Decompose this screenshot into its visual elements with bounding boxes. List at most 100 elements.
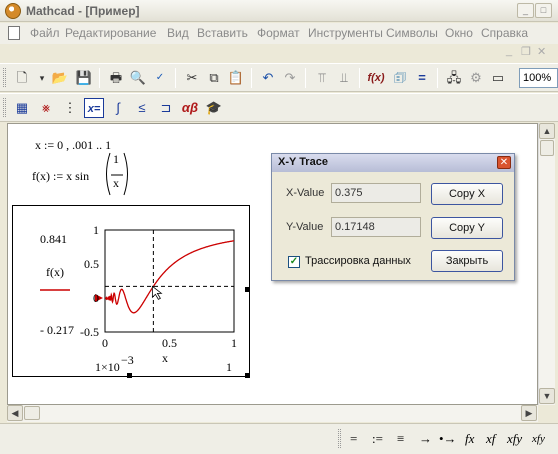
dialog-close-icon[interactable]: ✕ — [497, 156, 511, 169]
evaluate-operator-button[interactable]: = — [350, 431, 358, 446]
y-value-field[interactable]: 0.17148 — [331, 217, 421, 237]
x-value-label: X-Value — [286, 187, 325, 199]
dialog-title-bar[interactable]: X-Y Trace ✕ — [272, 154, 514, 172]
programming-toolbar-icon[interactable]: ⊐ — [160, 100, 172, 115]
menu-symbols[interactable]: Символы — [386, 26, 438, 40]
range-definition[interactable]: x := 0 , .001 .. 1 — [35, 138, 112, 152]
vertical-scrollbar[interactable]: ▲ ▼ — [538, 123, 555, 405]
vertical-scroll-thumb[interactable] — [540, 140, 554, 156]
toolbar-grip[interactable] — [3, 98, 6, 117]
menu-tools[interactable]: Инструменты — [308, 26, 383, 40]
symbolic-evaluate-operator-button[interactable]: → — [419, 431, 432, 446]
document-icon[interactable] — [8, 26, 20, 40]
x-max-label: 1 — [226, 360, 232, 374]
horizontal-scrollbar[interactable]: ◀ ▶ — [7, 405, 538, 422]
calculus-toolbar-icon[interactable]: ∫ — [116, 100, 120, 115]
copy-y-button[interactable]: Copy Y — [431, 217, 503, 239]
calculate-icon[interactable]: = — [418, 70, 426, 85]
postfix-operator-button[interactable]: xf — [486, 431, 496, 446]
mouse-pointer-icon — [151, 285, 163, 300]
y-axis-variable: f(x) — [46, 265, 64, 279]
standard-toolbar: 🗋 ▾ 📂 💾 🖶 🔍 ✓ ✂ ⧉ 📋 ↶ ↷ ⫪ ⫫ f(x) 🗊 = 🖧 ⚙… — [0, 63, 558, 92]
x-min-label: 1×10 — [95, 360, 120, 374]
greek-toolbar-icon[interactable]: αβ — [181, 100, 199, 115]
menu-edit[interactable]: Редактирование — [65, 26, 157, 40]
save-icon[interactable]: 💾 — [75, 70, 93, 85]
y-max-label: 0.841 — [40, 232, 67, 246]
scroll-left-icon[interactable]: ◀ — [7, 405, 23, 421]
align-down-icon[interactable]: ⫫ — [340, 70, 348, 85]
insert-function-icon[interactable]: f(x) — [367, 72, 385, 84]
scroll-down-icon[interactable]: ▼ — [539, 388, 555, 404]
infix-operator-button[interactable]: xfy — [507, 431, 523, 446]
menu-window[interactable]: Окно — [445, 26, 473, 40]
menu-format[interactable]: Формат — [257, 26, 300, 40]
plot-resize-handle[interactable] — [245, 373, 250, 378]
run-script-icon[interactable]: ⚙ — [470, 70, 482, 85]
boolean-toolbar-icon[interactable]: ≤ — [138, 100, 146, 115]
trace-data-checkbox[interactable]: ✓ — [288, 256, 300, 268]
evaluation-bar: = := ≡ → •→ fx xf xfy xfy — [0, 423, 558, 454]
calculator-toolbar-icon[interactable]: ▦ — [15, 100, 29, 115]
x-tick-label: 0.5 — [162, 336, 177, 350]
toolbar-grip[interactable] — [338, 429, 341, 448]
open-folder-icon[interactable]: 📂 — [51, 70, 69, 85]
y-value-label: Y-Value — [286, 221, 324, 233]
align-across-icon[interactable]: ⫪ — [318, 70, 326, 85]
close-dialog-button[interactable]: Закрыть — [431, 250, 503, 272]
cut-icon[interactable]: ✂ — [186, 70, 198, 85]
redo-icon[interactable]: ↷ — [284, 70, 296, 85]
x-tick-label: 0 — [102, 336, 108, 350]
definition-operator-button[interactable]: := — [372, 431, 383, 446]
menu-view[interactable]: Вид — [167, 26, 189, 40]
function-paren-svg — [106, 152, 128, 196]
undo-icon[interactable]: ↶ — [262, 70, 274, 85]
matrix-toolbar-icon[interactable]: ⋮ — [63, 100, 77, 115]
treefix-operator-button[interactable]: xfy — [532, 433, 545, 445]
copy-icon[interactable]: ⧉ — [209, 70, 219, 85]
paste-icon[interactable]: 📋 — [227, 70, 245, 85]
x-value-field[interactable]: 0.375 — [331, 183, 421, 203]
new-document-icon[interactable]: 🗋 — [16, 70, 28, 85]
x-axis-variable: x — [162, 351, 168, 365]
dropdown-arrow-icon[interactable]: ▾ — [39, 73, 45, 83]
minimize-button[interactable]: _ — [517, 3, 534, 18]
plot-resize-handle[interactable] — [245, 287, 250, 292]
mdi-restore-button[interactable]: ❐ — [521, 46, 531, 58]
print-icon[interactable]: 🖶 — [109, 70, 123, 85]
resource-center-icon[interactable]: ▭ — [491, 70, 505, 85]
graph-toolbar-icon[interactable]: ⨳ — [41, 100, 51, 115]
scroll-up-icon[interactable]: ▲ — [539, 123, 555, 139]
horizontal-scroll-thumb[interactable] — [24, 406, 40, 420]
spell-check-icon[interactable]: ✓ — [155, 72, 165, 83]
plot-resize-handle[interactable] — [127, 373, 132, 378]
toolbar-separator — [305, 68, 306, 88]
mathcad-logo-icon — [5, 3, 21, 19]
y-tick-label: 1 — [93, 223, 99, 237]
menu-help[interactable]: Справка — [481, 26, 529, 40]
maximize-button[interactable]: □ — [535, 3, 552, 18]
symbolic-keyword-operator-button[interactable]: •→ — [439, 431, 457, 446]
prefix-operator-button[interactable]: fx — [465, 431, 475, 446]
symbolic-toolbar-icon[interactable]: 🎓 — [205, 100, 223, 115]
copy-x-button[interactable]: Copy X — [431, 183, 503, 205]
evaluation-toolbar-icon[interactable]: x= — [84, 98, 104, 118]
print-preview-icon[interactable]: 🔍 — [129, 70, 147, 85]
function-definition[interactable]: f(x) := x sin — [32, 169, 90, 183]
insert-unit-icon[interactable]: 🗊 — [393, 70, 407, 85]
origin-oscillation-mark — [95, 294, 103, 302]
global-definition-operator-button[interactable]: ≡ — [397, 431, 405, 446]
y-tick-label: 0 — [93, 291, 99, 305]
mdi-minimize-button[interactable]: _ — [506, 45, 513, 57]
menu-bar: Файл Редактирование Вид Вставить Формат … — [0, 23, 558, 58]
toolbar-grip[interactable] — [3, 68, 6, 87]
insert-component-icon[interactable]: 🖧 — [446, 70, 462, 85]
menu-file[interactable]: Файл — [30, 26, 60, 40]
scroll-right-icon[interactable]: ▶ — [521, 405, 537, 421]
zoom-select[interactable]: 100% — [519, 68, 558, 88]
toolbar-separator — [251, 68, 252, 88]
menu-insert[interactable]: Вставить — [197, 26, 248, 40]
plot-area — [104, 229, 235, 333]
mdi-close-button[interactable]: ✕ — [537, 46, 547, 58]
